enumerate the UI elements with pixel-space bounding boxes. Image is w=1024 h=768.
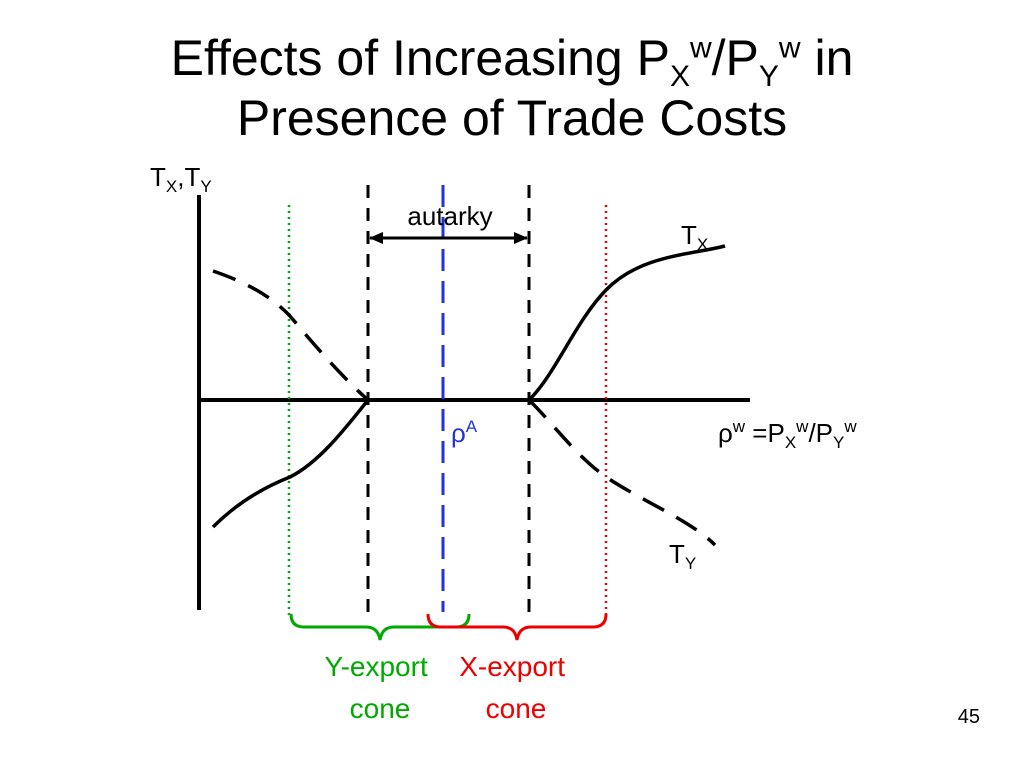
autarky-label: autarky (407, 201, 492, 231)
y-export-cone-label: Y-export cone (324, 651, 435, 724)
y-axis-label: TX,TY (150, 162, 212, 196)
ty-label: TY (669, 539, 696, 573)
slide-number: 45 (957, 706, 980, 728)
rho-a-label: ρA (451, 417, 478, 448)
title-line-2: Presence of Trade Costs (236, 90, 788, 146)
x-export-cone-brace (426, 613, 608, 641)
x-axis-label: ρw =PXw/PYw (718, 417, 857, 452)
ty-curve-right-dashed (527, 398, 717, 547)
x-export-cone-label: X-export cone (459, 651, 573, 724)
tx-curve-left-dashed (212, 269, 370, 402)
title-line-1: Effects of Increasing PXw/PYw in (170, 30, 854, 93)
slide-title: Effects of Increasing PXw/PYw in Presenc… (0, 28, 1024, 148)
ty-curve-left-solid (211, 398, 370, 529)
tx-curve-right-solid (527, 244, 726, 402)
tx-label: TX (681, 220, 708, 254)
